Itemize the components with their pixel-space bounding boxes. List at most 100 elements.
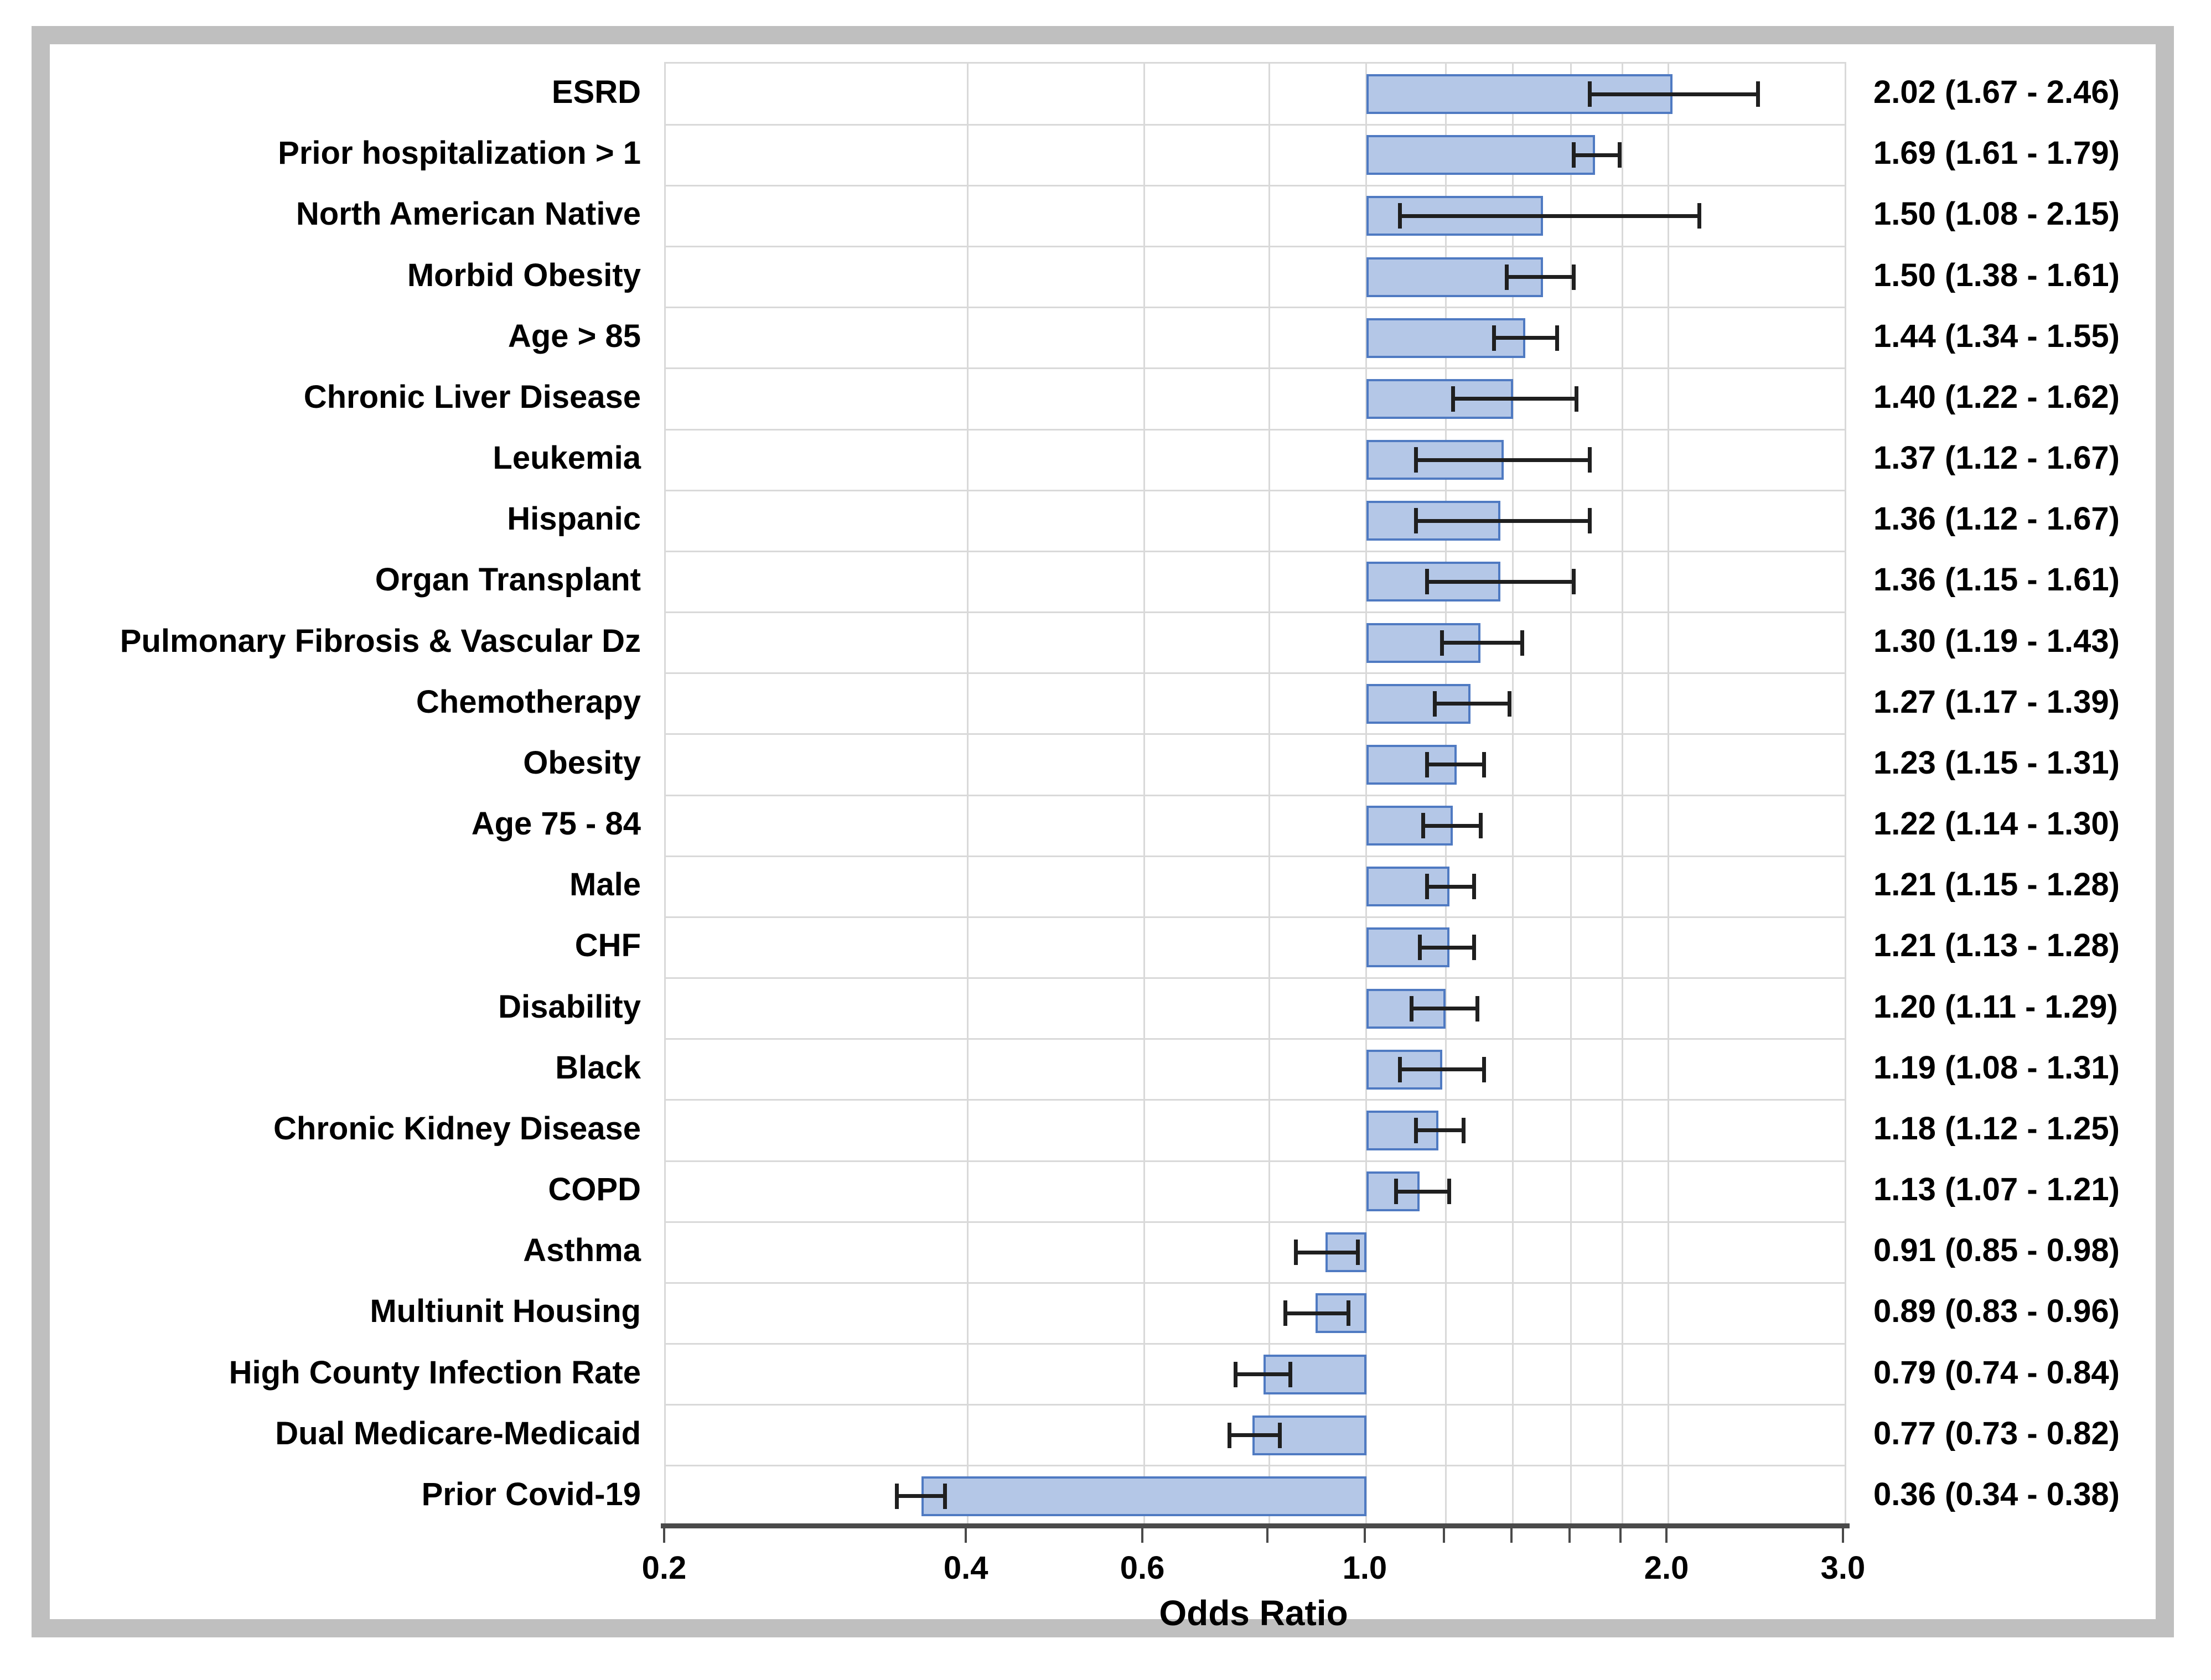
value-label: 0.91 (0.85 - 0.98) — [1873, 1232, 2120, 1269]
error-cap-low — [1394, 1179, 1398, 1205]
row-separator — [666, 1038, 1845, 1040]
value-label: 1.21 (1.13 - 1.28) — [1873, 927, 2120, 964]
bar — [1366, 74, 1673, 115]
row-separator — [666, 855, 1845, 857]
value-label: 1.37 (1.12 - 1.67) — [1873, 440, 2120, 476]
error-cap-low — [1425, 874, 1430, 900]
axis-tick-label: 1.0 — [1342, 1550, 1387, 1586]
row-separator — [666, 307, 1845, 309]
category-label: Pulmonary Fibrosis & Vascular Dz — [120, 623, 641, 659]
error-cap-high — [1571, 264, 1576, 290]
row-separator — [666, 1221, 1845, 1223]
error-bar — [1494, 336, 1557, 340]
category-label: Hispanic — [507, 501, 641, 537]
category-label: Dual Medicare-Medicaid — [275, 1415, 641, 1451]
value-label: 1.23 (1.15 - 1.31) — [1873, 744, 2120, 781]
row-separator — [666, 1099, 1845, 1101]
category-label: Leukemia — [493, 440, 641, 476]
value-label: 0.36 (0.34 - 0.38) — [1873, 1476, 2120, 1512]
error-cap-high — [1482, 1056, 1486, 1082]
error-bar — [1229, 1433, 1280, 1438]
error-bar — [1235, 1372, 1291, 1377]
error-cap-low — [1233, 1361, 1237, 1387]
category-label: North American Native — [296, 196, 641, 232]
row-separator — [666, 123, 1845, 126]
error-bar — [1506, 275, 1574, 279]
value-label: 1.27 (1.17 - 1.39) — [1873, 683, 2120, 720]
error-cap-high — [1574, 386, 1578, 412]
category-label: Chronic Kidney Disease — [273, 1110, 641, 1147]
x-axis-line — [661, 1523, 1850, 1528]
category-label: Chronic Liver Disease — [303, 378, 641, 415]
row-separator — [666, 672, 1845, 675]
error-cap-high — [1508, 691, 1512, 717]
bar — [1366, 1171, 1420, 1212]
axis-tick — [1443, 1528, 1446, 1543]
value-label: 2.02 (1.67 - 2.46) — [1873, 74, 2120, 110]
error-bar — [1423, 823, 1481, 828]
axis-tick — [1141, 1528, 1144, 1543]
value-label: 1.36 (1.15 - 1.61) — [1873, 562, 2120, 598]
error-cap-high — [1475, 995, 1479, 1022]
category-label: Age > 85 — [508, 318, 641, 354]
error-cap-low — [1413, 447, 1418, 473]
error-bar — [1427, 579, 1574, 584]
bar — [1366, 318, 1525, 358]
error-cap-low — [1492, 325, 1496, 351]
error-cap-high — [1482, 751, 1486, 777]
row-separator — [666, 1282, 1845, 1284]
error-cap-high — [1478, 813, 1483, 839]
category-label: Organ Transplant — [375, 562, 641, 598]
value-label: 1.21 (1.15 - 1.28) — [1873, 867, 2120, 903]
error-cap-low — [1410, 995, 1414, 1022]
bar — [1366, 135, 1595, 175]
value-label: 1.36 (1.12 - 1.67) — [1873, 501, 2120, 537]
row-separator — [666, 977, 1845, 979]
category-label: Black — [555, 1049, 641, 1086]
bar — [1366, 867, 1449, 907]
value-label: 1.50 (1.08 - 2.15) — [1873, 196, 2120, 232]
error-cap-low — [1413, 508, 1418, 534]
category-label: Prior hospitalization > 1 — [278, 135, 641, 172]
value-label: 1.22 (1.14 - 1.30) — [1873, 806, 2120, 842]
axis-tick — [1266, 1528, 1269, 1543]
row-separator — [666, 184, 1845, 186]
row-separator — [666, 1343, 1845, 1345]
error-bar — [1296, 1250, 1358, 1254]
category-label: Asthma — [523, 1232, 641, 1269]
error-bar — [1420, 945, 1474, 950]
value-label: 1.13 (1.07 - 1.21) — [1873, 1171, 2120, 1207]
error-cap-low — [1397, 203, 1402, 229]
error-cap-high — [1520, 630, 1524, 656]
error-bar — [1400, 214, 1700, 218]
category-label: Morbid Obesity — [407, 257, 641, 293]
axis-tick-label: 2.0 — [1644, 1550, 1689, 1586]
error-bar — [1400, 1067, 1484, 1072]
error-cap-high — [1472, 935, 1476, 961]
error-cap-low — [1283, 1300, 1287, 1326]
value-label: 1.40 (1.22 - 1.62) — [1873, 378, 2120, 415]
category-label: High County Infection Rate — [229, 1354, 641, 1391]
row-separator — [666, 794, 1845, 796]
axis-tick — [1665, 1528, 1668, 1543]
bar — [1366, 623, 1481, 663]
error-cap-low — [1425, 569, 1430, 595]
row-separator — [666, 246, 1845, 247]
bar — [1366, 744, 1457, 785]
row-separator — [666, 1404, 1845, 1406]
category-label: COPD — [548, 1171, 641, 1207]
value-label: 1.69 (1.61 - 1.79) — [1873, 135, 2120, 172]
axis-tick-label: 0.6 — [1120, 1550, 1165, 1586]
error-bar — [1435, 702, 1510, 706]
error-cap-low — [894, 1483, 899, 1509]
error-cap-low — [1451, 386, 1455, 412]
value-label: 1.18 (1.12 - 1.25) — [1873, 1110, 2120, 1147]
error-cap-high — [1587, 447, 1592, 473]
value-label: 1.19 (1.08 - 1.31) — [1873, 1049, 2120, 1086]
error-cap-low — [1587, 81, 1592, 107]
axis-tick — [1363, 1528, 1366, 1543]
error-cap-high — [1355, 1240, 1360, 1266]
error-cap-high — [1756, 81, 1760, 107]
row-separator — [666, 916, 1845, 918]
